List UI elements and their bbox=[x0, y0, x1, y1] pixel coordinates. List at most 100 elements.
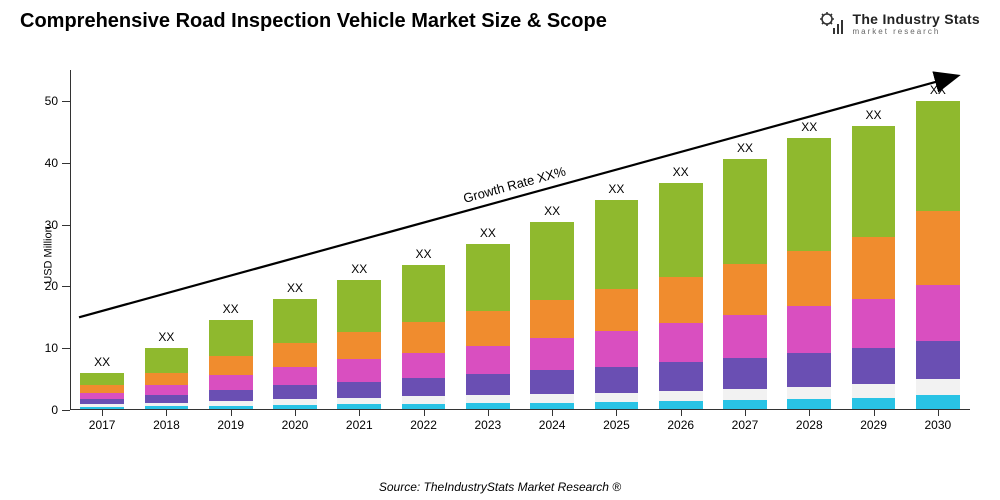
bar-top-label: XX bbox=[351, 262, 367, 276]
bar-segment bbox=[402, 378, 446, 397]
brand-logo: The Industry Stats market research bbox=[818, 10, 980, 38]
bar-segment bbox=[852, 126, 896, 237]
bar-segment bbox=[209, 356, 253, 375]
bar-segment bbox=[916, 285, 960, 341]
bar-segment bbox=[595, 393, 639, 402]
bar-segment bbox=[273, 299, 317, 344]
bar-segment bbox=[530, 370, 574, 393]
bar-segment bbox=[209, 320, 253, 356]
bar-top-label: XX bbox=[608, 182, 624, 196]
x-tick-label: 2021 bbox=[346, 418, 373, 432]
x-tick bbox=[874, 410, 875, 416]
bar-top-label: XX bbox=[480, 226, 496, 240]
bar-segment bbox=[337, 280, 381, 332]
bar-top-label: XX bbox=[223, 302, 239, 316]
bar-segment bbox=[209, 375, 253, 390]
x-tick bbox=[616, 410, 617, 416]
bar-segment bbox=[402, 265, 446, 322]
y-axis-title: USD Million bbox=[43, 226, 55, 283]
x-tick bbox=[488, 410, 489, 416]
bar-segment bbox=[595, 289, 639, 331]
bar-group: XX bbox=[595, 200, 639, 410]
bar-segment bbox=[916, 211, 960, 285]
bar-segment bbox=[466, 346, 510, 374]
bar-top-label: XX bbox=[158, 330, 174, 344]
y-tick-label: 10 bbox=[45, 341, 58, 355]
bar-segment bbox=[916, 379, 960, 394]
x-tick-label: 2019 bbox=[217, 418, 244, 432]
x-tick-label: 2022 bbox=[410, 418, 437, 432]
bar-segment bbox=[145, 373, 189, 385]
chart-title: Comprehensive Road Inspection Vehicle Ma… bbox=[20, 10, 607, 33]
bar-segment bbox=[337, 382, 381, 398]
bar-segment bbox=[659, 323, 703, 363]
x-tick bbox=[938, 410, 939, 416]
x-tick bbox=[745, 410, 746, 416]
bar-segment bbox=[852, 384, 896, 398]
y-tick bbox=[62, 410, 70, 411]
bar-group: XX bbox=[852, 126, 896, 410]
bar-segment bbox=[337, 398, 381, 405]
bar-segment bbox=[916, 101, 960, 211]
y-tick-label: 50 bbox=[45, 94, 58, 108]
bar-group: XX bbox=[787, 138, 831, 410]
bar-segment bbox=[595, 331, 639, 367]
bar-segment bbox=[466, 244, 510, 311]
bar-segment bbox=[337, 359, 381, 381]
plot-area: USD Million 01020304050 XXXXXXXXXXXXXXXX… bbox=[70, 70, 970, 440]
x-tick-label: 2027 bbox=[732, 418, 759, 432]
x-tick-label: 2023 bbox=[474, 418, 501, 432]
x-tick-label: 2029 bbox=[860, 418, 887, 432]
bar-segment bbox=[852, 348, 896, 384]
bar-segment bbox=[530, 300, 574, 338]
x-tick bbox=[681, 410, 682, 416]
bar-segment bbox=[273, 343, 317, 366]
bar-segment bbox=[852, 237, 896, 299]
bar-group: XX bbox=[723, 159, 767, 410]
logo-line1: The Industry Stats bbox=[852, 12, 980, 26]
bar-segment bbox=[787, 353, 831, 386]
bar-group: XX bbox=[145, 348, 189, 410]
bar-segment bbox=[402, 353, 446, 378]
bar-segment bbox=[659, 391, 703, 402]
bar-segment bbox=[466, 374, 510, 395]
bar-segment bbox=[787, 306, 831, 353]
bar-top-label: XX bbox=[866, 108, 882, 122]
bar-segment bbox=[723, 315, 767, 358]
bar-group: XX bbox=[659, 183, 703, 410]
x-tick bbox=[424, 410, 425, 416]
x-tick bbox=[359, 410, 360, 416]
bar-segment bbox=[852, 299, 896, 348]
x-tick bbox=[166, 410, 167, 416]
x-tick bbox=[295, 410, 296, 416]
bar-top-label: XX bbox=[416, 247, 432, 261]
bar-group: XX bbox=[337, 280, 381, 410]
bar-top-label: XX bbox=[930, 83, 946, 97]
bar-group: XX bbox=[402, 265, 446, 410]
bar-segment bbox=[595, 367, 639, 393]
bar-segment bbox=[723, 358, 767, 389]
bar-segment bbox=[916, 341, 960, 379]
y-tick-label: 20 bbox=[45, 279, 58, 293]
y-tick bbox=[62, 286, 70, 287]
bar-group: XX bbox=[466, 244, 510, 410]
y-tick bbox=[62, 101, 70, 102]
x-tick-label: 2020 bbox=[282, 418, 309, 432]
bar-group: XX bbox=[209, 320, 253, 410]
x-tick-label: 2018 bbox=[153, 418, 180, 432]
bar-segment bbox=[787, 138, 831, 251]
bar-segment bbox=[402, 322, 446, 353]
bar-segment bbox=[337, 332, 381, 359]
y-tick bbox=[62, 348, 70, 349]
bar-segment bbox=[530, 338, 574, 370]
y-tick-label: 0 bbox=[51, 403, 58, 417]
x-tick-label: 2026 bbox=[667, 418, 694, 432]
x-tick bbox=[552, 410, 553, 416]
bar-segment bbox=[659, 362, 703, 390]
x-axis: 2017201820192020202120222023202420252026… bbox=[70, 409, 970, 410]
bar-top-label: XX bbox=[801, 120, 817, 134]
x-tick bbox=[809, 410, 810, 416]
bars-layer: XXXXXXXXXXXXXXXXXXXXXXXXXXXX bbox=[70, 70, 970, 410]
logo-line2: market research bbox=[852, 28, 980, 36]
bar-top-label: XX bbox=[94, 355, 110, 369]
